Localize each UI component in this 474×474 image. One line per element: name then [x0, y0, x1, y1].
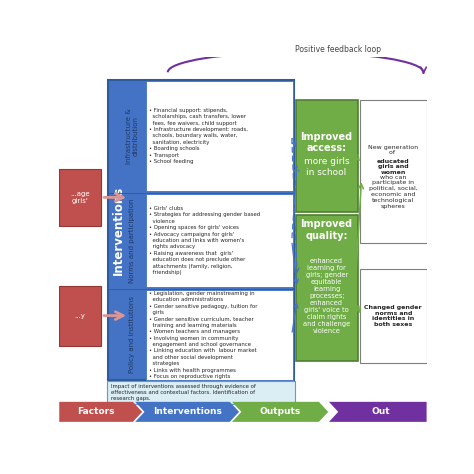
Text: • Girls' clubs
• Strategies for addressing gender based
  violence
• Opening spa: • Girls' clubs • Strategies for addressi… [149, 206, 260, 275]
Text: who can
participate in
political, social,
economic and
technological
spheres: who can participate in political, social… [369, 174, 418, 209]
FancyBboxPatch shape [59, 169, 101, 226]
Text: Improved
quality:: Improved quality: [301, 219, 353, 241]
FancyBboxPatch shape [296, 215, 357, 361]
Text: Improved
access:: Improved access: [301, 132, 353, 153]
Text: Norms and participation: Norms and participation [129, 198, 135, 283]
Text: Outputs: Outputs [259, 407, 301, 416]
Polygon shape [232, 402, 328, 422]
Text: Infrastructure &
distribution: Infrastructure & distribution [126, 108, 138, 164]
Text: ...age
girls': ...age girls' [70, 191, 90, 204]
Polygon shape [59, 402, 142, 422]
Text: Positive feedback loop: Positive feedback loop [295, 45, 381, 54]
Text: Changed gender
norms and
identities in
both sexes: Changed gender norms and identities in b… [365, 305, 422, 327]
Text: ...y: ...y [75, 312, 86, 319]
FancyBboxPatch shape [146, 290, 292, 380]
Text: more girls
in school: more girls in school [304, 157, 349, 177]
FancyBboxPatch shape [360, 269, 427, 363]
Text: enhanced
learning for
girls; gender
equitable
learning
processes;
enhanced
girls: enhanced learning for girls; gender equi… [303, 257, 350, 334]
FancyBboxPatch shape [146, 194, 292, 287]
FancyBboxPatch shape [296, 100, 357, 212]
FancyBboxPatch shape [59, 285, 101, 346]
FancyBboxPatch shape [108, 80, 294, 380]
Polygon shape [329, 402, 427, 422]
Text: New generation
of: New generation of [368, 145, 419, 155]
Text: Impact of interventions assessed through evidence of
effectiveness and contextua: Impact of interventions assessed through… [111, 384, 256, 401]
Text: educated
girls and
women: educated girls and women [377, 159, 410, 175]
Text: Out: Out [372, 407, 390, 416]
FancyBboxPatch shape [360, 100, 427, 243]
Text: Policy and institutions: Policy and institutions [129, 296, 135, 374]
Text: • Financial support: stipends,
  scholarships, cash transfers, lower
  fees, fee: • Financial support: stipends, scholarsh… [149, 108, 248, 164]
FancyBboxPatch shape [107, 381, 295, 404]
Text: Interventions: Interventions [112, 185, 125, 275]
FancyBboxPatch shape [146, 81, 292, 191]
Text: Interventions: Interventions [153, 407, 221, 416]
Text: Factors: Factors [77, 407, 114, 416]
Text: • Legislation, gender mainstreaming in
  education administrations
• Gender sens: • Legislation, gender mainstreaming in e… [149, 291, 258, 379]
Polygon shape [135, 402, 239, 422]
